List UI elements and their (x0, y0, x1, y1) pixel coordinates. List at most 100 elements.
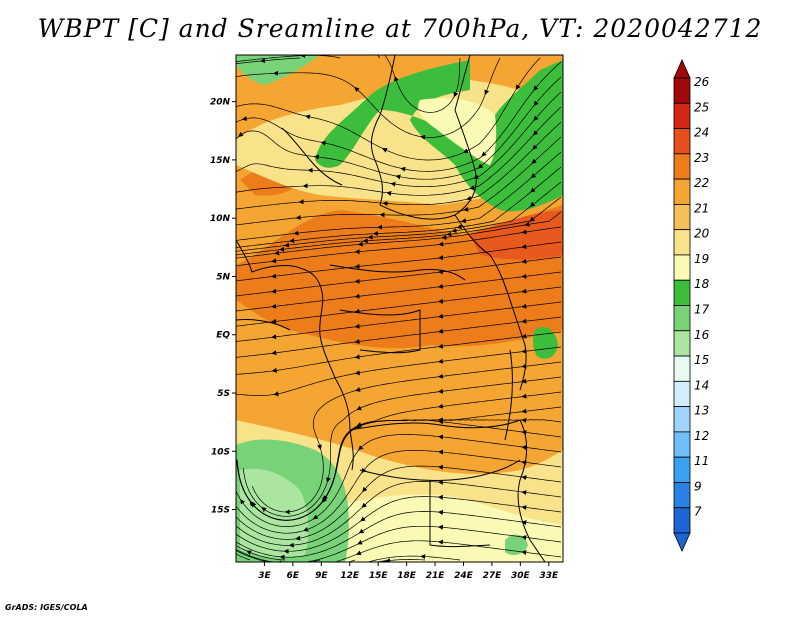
streamline-arrow (533, 85, 539, 91)
streamline-arrow (529, 216, 535, 222)
lon-tick-label: 15E (369, 571, 389, 581)
colorbar-label: 22 (694, 176, 709, 190)
colorbar-swatch (673, 355, 691, 382)
streamline-arrow (358, 445, 364, 451)
streamline (236, 511, 562, 558)
colorbar-label: 24 (694, 126, 709, 140)
streamline-arrow (515, 84, 521, 90)
streamline (236, 286, 562, 327)
streamline (236, 106, 562, 196)
colorbar-swatch (673, 305, 691, 332)
map-frame (235, 54, 564, 563)
lat-tick-label: 10N (210, 214, 231, 224)
colorbar-swatch (673, 102, 691, 129)
streamline (236, 211, 562, 259)
streamline-arrow (305, 114, 311, 120)
streamline (236, 550, 321, 562)
colorbar-label: 21 (694, 201, 709, 215)
streamline (236, 525, 562, 562)
streamline-arrow (533, 115, 539, 121)
streamline (236, 55, 341, 63)
streamline (242, 376, 562, 517)
colorbar-swatch (673, 380, 691, 408)
streamline-arrow (317, 444, 322, 450)
streamline-arrow (453, 91, 459, 98)
streamline (236, 481, 562, 546)
streamline (236, 316, 562, 358)
streamline-arrow (321, 497, 327, 503)
lon-tick-label: 6E (287, 571, 300, 581)
lat-tick-label: 15S (211, 506, 230, 516)
colorbar-swatch (673, 178, 691, 205)
streamline-arrow (354, 370, 361, 376)
lat-tick-label: 5S (217, 389, 230, 399)
streamline (236, 151, 562, 241)
lon-tick-label: 21E (426, 571, 446, 581)
streamline-arrow (481, 151, 487, 157)
lon-tick-label: 24E (454, 571, 474, 581)
streamline (236, 434, 562, 527)
streamline-arrow (530, 173, 537, 179)
streamline-arrow (358, 528, 365, 534)
colorbar-swatch (673, 229, 691, 256)
wbpt-cold-southwest (240, 468, 309, 558)
coastlines-borders (236, 55, 546, 562)
lat-tick-label: 5N (216, 272, 230, 282)
streamline (236, 121, 562, 210)
longitude-axis: 3E 6E 9E 12E 15E 18E 21E 24E 27E 30E 33E (258, 562, 559, 581)
streamline-arrow (469, 185, 475, 190)
streamline (236, 226, 562, 267)
streamline-arrow (532, 144, 538, 150)
chart-title: WBPT [C] and Sreamline at 700hPa, VT: 20… (37, 14, 763, 43)
streamline (236, 91, 562, 188)
lon-tick-label: 18E (397, 571, 417, 581)
streamline-arrow (531, 158, 537, 164)
lon-tick-label: 27E (483, 571, 503, 581)
colorbar-swatch (673, 128, 691, 155)
streamline-arrow (326, 477, 331, 483)
streamline-arrow (246, 550, 252, 556)
streamline (378, 559, 426, 562)
colorbar-label: 13 (694, 404, 709, 418)
streamlines (236, 55, 562, 562)
streamline (236, 545, 286, 561)
lat-tick-label: 10S (211, 447, 230, 457)
streamline-arrow (463, 206, 469, 212)
colorbar-label: 20 (694, 227, 710, 241)
streamline-arrow (393, 76, 399, 82)
colorbar-label: 14 (694, 378, 709, 392)
colorbar: 26 25 24 23 22 21 20 19 18 17 16 15 14 13 12 11 9 7 (673, 59, 710, 552)
streamline-arrow (360, 516, 366, 522)
colorbar-top-arrow (673, 59, 691, 79)
lat-tick-label: EQ (216, 331, 230, 341)
streamline-arrow (400, 166, 406, 172)
grads-credit: GrADS: IGES/COLA (5, 603, 88, 612)
colorbar-swatch (673, 279, 691, 306)
streamline-arrow (249, 500, 255, 507)
streamline (236, 301, 562, 342)
streamline (236, 61, 562, 172)
streamline (236, 346, 562, 396)
streamline-arrow (295, 535, 301, 541)
colorbar-label: 17 (694, 303, 710, 317)
streamline-arrow (236, 499, 237, 506)
streamline-arrow (381, 148, 388, 153)
streamline (236, 136, 562, 226)
streamline (236, 256, 562, 297)
colorbar-bottom-arrow (673, 532, 691, 552)
colorbar-swatch (673, 153, 691, 180)
streamline (251, 361, 562, 513)
colorbar-label: 11 (694, 454, 709, 468)
streamline-arrow (240, 498, 246, 505)
streamline-arrow (357, 539, 363, 545)
streamline (375, 559, 391, 562)
streamline-arrow (241, 116, 248, 121)
streamline (236, 465, 562, 540)
lat-tick-label: 15N (210, 156, 231, 166)
wbpt-pale-north (418, 98, 497, 165)
streamline-arrow (460, 218, 467, 224)
streamline (236, 241, 562, 282)
streamline-arrow (361, 502, 367, 508)
map-plot-area (236, 55, 563, 562)
streamline-arrow (529, 201, 536, 208)
